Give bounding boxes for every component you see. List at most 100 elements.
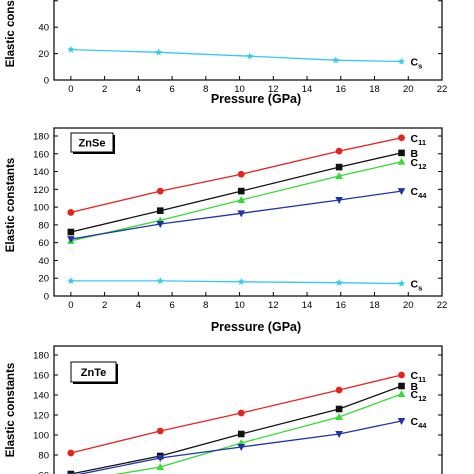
x-tick-label: 4 xyxy=(136,84,141,95)
y-tick-label: 20 xyxy=(38,49,49,60)
x-tick-label: 2 xyxy=(102,84,107,95)
data-point-b xyxy=(335,405,343,413)
data-point-c44 xyxy=(237,444,246,451)
data-point-c11 xyxy=(335,386,343,394)
y-tick-label: 120 xyxy=(33,411,49,422)
data-point-c44 xyxy=(397,188,406,196)
data-point-c44 xyxy=(335,431,343,438)
y-tick-label: 0 xyxy=(44,76,49,87)
y-tick-label: 40 xyxy=(38,23,49,34)
data-point-cs xyxy=(156,277,164,284)
series-line-cs xyxy=(70,48,402,63)
data-point-c11 xyxy=(335,147,343,155)
series-label-c44: C44 xyxy=(411,186,428,200)
series-group xyxy=(67,134,406,287)
x-tick-label: 10 xyxy=(234,84,245,95)
series-line-c44 xyxy=(77,420,402,474)
series-group xyxy=(67,45,406,65)
x-tick-label: 22 xyxy=(437,84,448,95)
series-label-cs: Cs xyxy=(411,279,423,293)
y-tick-label: 160 xyxy=(33,149,49,160)
y-axis-label: Elastic constants xyxy=(5,158,17,253)
data-point-cs xyxy=(67,45,75,53)
panel-title: ZnSe xyxy=(79,138,106,150)
series-label-c44: C44 xyxy=(411,416,428,430)
data-point-b xyxy=(398,382,405,390)
series-line-c11 xyxy=(70,374,402,454)
y-tick-label: 60 xyxy=(38,238,49,249)
data-point-b xyxy=(237,187,245,195)
x-tick-label: 16 xyxy=(335,84,346,95)
series-label-cs: Cs xyxy=(411,57,423,71)
data-point-c11 xyxy=(67,209,75,216)
y-tick-label: 100 xyxy=(33,203,49,214)
data-point-c12 xyxy=(335,172,343,179)
series-line-b xyxy=(70,385,402,474)
data-point-c11 xyxy=(237,409,245,417)
data-point-c11 xyxy=(156,427,164,435)
chart-panel-2: 0 20 40 60 80 100 120 140 160 180 0 2 4 6 8 10 12 14 16 18 2… xyxy=(5,127,448,334)
series-label-b: B xyxy=(411,381,419,393)
series-label-b: B xyxy=(411,148,419,160)
data-point-b xyxy=(398,149,405,157)
series-label-c12: C12 xyxy=(411,157,427,171)
data-point-cs xyxy=(397,279,406,287)
x-axis-label: Pressure (GPa) xyxy=(211,92,301,106)
chart-panel-3: 60 80 100 120 140 160 180 Elastic constants ZnTe… xyxy=(5,345,443,474)
y-tick-label: 180 xyxy=(33,351,49,362)
title-box xyxy=(70,361,117,383)
data-point-c12 xyxy=(335,413,343,420)
data-point-b xyxy=(237,430,245,438)
data-point-c11 xyxy=(398,134,405,142)
x-tick-label: 0 xyxy=(68,300,73,311)
panel-title: ZnTe xyxy=(81,367,106,379)
data-point-c11 xyxy=(398,371,405,379)
data-point-cs xyxy=(237,277,245,285)
data-point-cs xyxy=(397,57,406,65)
x-tick-label: 2 xyxy=(102,300,107,311)
x-tick-label: 18 xyxy=(369,300,380,311)
y-tick-label: 80 xyxy=(38,451,49,462)
y-tick-label: 40 xyxy=(38,256,49,267)
series-line-c44 xyxy=(70,190,402,240)
plot-frame xyxy=(53,127,443,297)
data-point-c44 xyxy=(397,418,406,425)
series-label-c11: C11 xyxy=(411,133,427,147)
series-group xyxy=(67,371,406,474)
x-tick-label: 10 xyxy=(234,300,245,311)
x-tick-label: 8 xyxy=(203,300,208,311)
x-tick-label: 22 xyxy=(437,300,448,311)
x-tick-label: 6 xyxy=(169,84,174,95)
x-tick-label: 20 xyxy=(403,84,414,95)
title-box xyxy=(70,132,114,153)
x-tick-label: 14 xyxy=(302,84,313,95)
data-point-c44 xyxy=(156,455,165,462)
y-axis-label: Elastic constants xyxy=(5,363,17,458)
y-tick-label: 100 xyxy=(33,431,49,442)
data-point-b xyxy=(67,228,75,236)
data-point-c12 xyxy=(237,196,246,203)
series-label-c11: C11 xyxy=(411,370,427,384)
data-point-c44 xyxy=(156,221,165,228)
series-line-b xyxy=(70,152,402,233)
y-tick-label: 120 xyxy=(33,185,49,196)
y-axis-label: Elastic constants xyxy=(5,0,17,67)
y-tick-label: 180 xyxy=(33,132,49,143)
data-point-c12 xyxy=(397,390,406,397)
x-tick-label: 18 xyxy=(369,84,380,95)
plot-frame xyxy=(53,0,443,81)
data-point-c44 xyxy=(67,236,75,244)
y-tick-label: 0 xyxy=(44,292,49,303)
data-point-c44 xyxy=(237,210,246,218)
y-tick-label: 140 xyxy=(33,391,49,402)
series-line-c12 xyxy=(70,161,402,242)
series-label-c12: C12 xyxy=(411,389,427,403)
data-point-c44 xyxy=(335,197,343,204)
y-tick-label: 20 xyxy=(38,274,49,285)
data-point-cs xyxy=(246,52,254,60)
x-tick-label: 4 xyxy=(136,300,141,311)
chart-panel-1: 0 20 40 0 2 4 6 8 10 12 14 16 18 20 22 Pressure (GPa) El… xyxy=(5,0,447,106)
data-point-c12 xyxy=(156,463,165,470)
x-tick-label: 8 xyxy=(203,84,208,95)
